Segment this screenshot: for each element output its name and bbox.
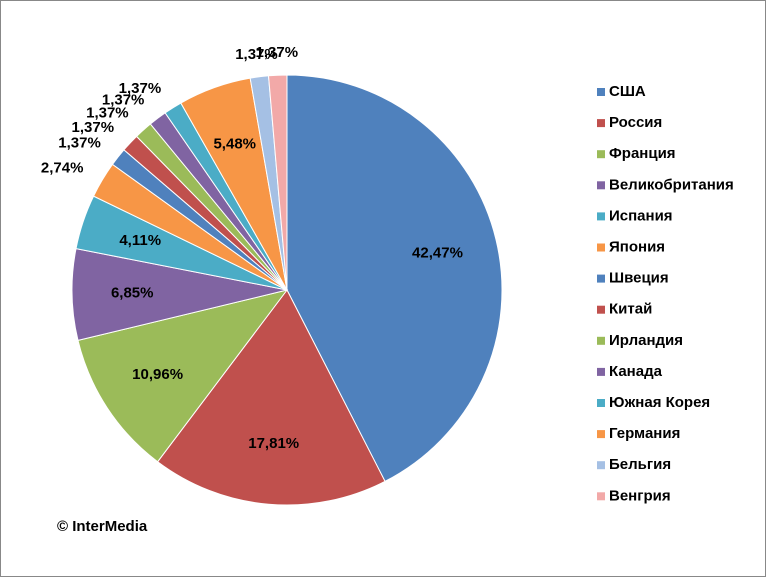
data-label: 42,47% — [412, 245, 463, 262]
data-label: 1,37% — [119, 80, 162, 97]
pie-slice — [286, 74, 503, 483]
data-label: 5,48% — [213, 135, 256, 152]
legend-swatch — [597, 305, 605, 314]
legend-label: США — [609, 83, 646, 100]
data-label: 1,37% — [86, 105, 129, 122]
legend-swatch — [597, 492, 605, 501]
legend-swatch — [597, 88, 605, 96]
pie-slice — [156, 289, 386, 506]
data-label: 2,74% — [41, 160, 84, 177]
legend-swatch — [597, 367, 605, 376]
data-label: 1,37% — [102, 92, 145, 109]
legend-label: Япония — [609, 238, 665, 255]
legend-label: Испания — [609, 207, 673, 224]
legend-label: Китай — [609, 301, 652, 318]
data-label: 1,37% — [235, 46, 278, 63]
pie-slice — [267, 74, 288, 291]
legend-swatch — [597, 461, 605, 470]
legend-label: Бельгия — [609, 456, 671, 473]
legend-label: Швеция — [609, 270, 669, 287]
legend-swatch — [597, 212, 605, 221]
legend-swatch — [597, 119, 605, 128]
legend-swatch — [597, 430, 605, 439]
legend-label: Венгрия — [609, 487, 671, 504]
data-label: 17,81% — [248, 435, 299, 452]
legend-swatch — [597, 243, 605, 252]
legend-swatch — [597, 274, 605, 283]
legend-label: Великобритания — [609, 176, 734, 193]
data-label: 6,85% — [111, 284, 154, 301]
data-label: 10,96% — [132, 366, 183, 383]
source-note: © InterMedia — [57, 518, 148, 535]
legend-swatch — [597, 181, 605, 190]
legend-label: Ирландия — [609, 332, 683, 349]
data-label: 1,37% — [256, 44, 299, 61]
legend-swatch — [597, 336, 605, 345]
data-label: 4,11% — [119, 232, 161, 249]
data-label: 1,37% — [58, 134, 101, 151]
legend-swatch — [597, 399, 605, 407]
pie-slice — [77, 289, 289, 463]
legend-label: Германия — [609, 425, 680, 442]
legend-label: Южная Корея — [609, 394, 710, 411]
legend-label: Франция — [609, 145, 676, 162]
legend-swatch — [597, 150, 605, 159]
legend-label: Канада — [609, 363, 663, 380]
data-label: 1,37% — [72, 119, 115, 136]
legend-label: Россия — [609, 114, 662, 131]
